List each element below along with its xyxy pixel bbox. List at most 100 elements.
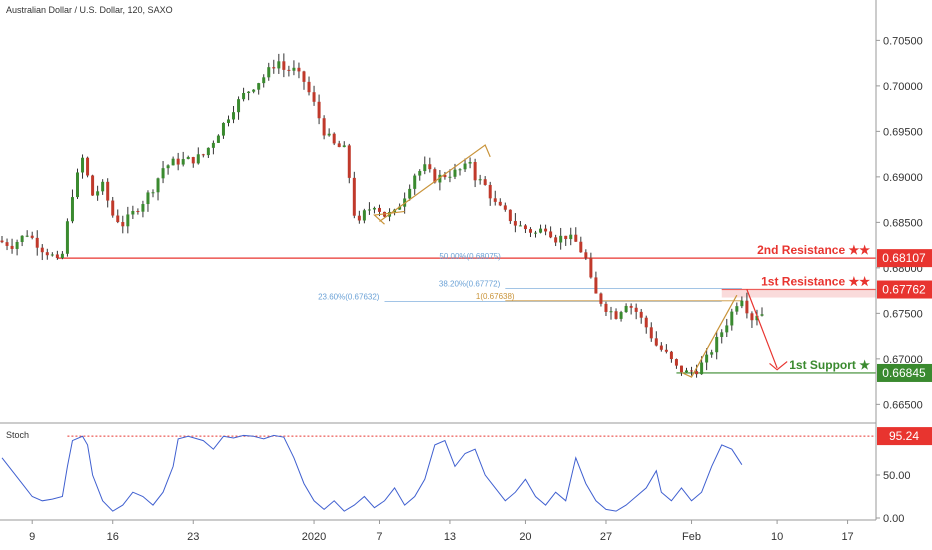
candle-body (604, 303, 608, 312)
candle-body (629, 305, 633, 308)
price-tick-label: 0.66500 (883, 399, 923, 411)
candle-body (10, 245, 14, 249)
level-label: 2nd Resistance ★★ (757, 243, 870, 257)
candle-body (659, 345, 663, 350)
candle-body (237, 99, 241, 113)
pattern-drawings (373, 144, 788, 378)
chart-title: Australian Dollar / U.S. Dollar, 120, SA… (6, 5, 173, 15)
level-label: 1st Resistance ★★ (761, 275, 870, 289)
level-label: 1st Support ★ (789, 358, 870, 372)
time-tick-label: 7 (376, 531, 382, 543)
fib-label: 23.60%(0.67632) (318, 292, 380, 301)
candle-body (624, 305, 628, 313)
stoch-tick-label: 0.00 (883, 513, 904, 525)
candle-body (735, 306, 739, 312)
candle-body (413, 175, 417, 189)
candle-body (262, 77, 266, 84)
price-tick-label: 0.69500 (883, 126, 923, 138)
candle-body (644, 317, 648, 328)
candle-body (226, 119, 230, 123)
time-tick-label: 13 (444, 531, 456, 543)
candle-body (141, 204, 145, 212)
candle-body (750, 313, 754, 321)
candle-body (508, 209, 512, 222)
overbought-badge-label: 95.24 (889, 429, 919, 443)
candle-body (503, 205, 507, 210)
candle-body (342, 145, 346, 148)
candle-body (20, 235, 24, 242)
candle-body (639, 311, 643, 318)
candle-body (35, 237, 39, 248)
candle-body (86, 157, 90, 176)
candle-body (443, 174, 447, 178)
candle-body (287, 69, 291, 71)
candle-body (116, 215, 120, 223)
candle-body (30, 235, 34, 238)
price-tick-label: 0.70000 (883, 81, 923, 93)
resistance-zone (721, 289, 876, 298)
candle-body (740, 300, 744, 307)
candle-body (332, 133, 336, 144)
candle-body (191, 157, 195, 164)
candle-body (564, 235, 568, 240)
candle-body (161, 168, 165, 179)
candle-body (156, 178, 160, 193)
candle-body (679, 365, 683, 373)
candle-body (327, 133, 331, 136)
candle-body (398, 206, 402, 210)
candle-body (483, 179, 487, 185)
candle-body (408, 188, 412, 199)
candle-body (111, 200, 115, 216)
candle-body (292, 67, 296, 71)
candle-body (242, 93, 246, 100)
candle-body (468, 161, 472, 164)
candle-body (317, 101, 321, 119)
candle-body (755, 315, 759, 321)
candle-body (730, 311, 734, 326)
candle-body (171, 158, 175, 166)
candle-body (40, 247, 44, 253)
price-badges: 0.68107 0.67762 0.66845 (877, 249, 932, 382)
time-tick-label: 17 (841, 531, 853, 543)
candle-body (166, 165, 170, 169)
price-axis: 0.705000.700000.695000.690000.685000.680… (876, 35, 923, 411)
candle-body (614, 311, 618, 319)
candle-body (589, 257, 593, 278)
candle-body (151, 192, 155, 194)
candle-body (725, 325, 729, 333)
price-badge (877, 249, 932, 268)
candle-body (106, 181, 110, 201)
candle-body (720, 332, 724, 337)
candle-body (15, 241, 19, 249)
candle-body (352, 177, 356, 216)
candle-body (453, 169, 457, 177)
candle-body (674, 359, 678, 366)
rally-line (681, 294, 738, 378)
candle-body (206, 147, 210, 156)
price-tick-label: 0.70500 (883, 35, 923, 47)
candle-body (181, 159, 185, 165)
time-tick-label: 16 (107, 531, 119, 543)
candle-body (70, 197, 74, 222)
price-tick-label: 0.68500 (883, 217, 923, 229)
candle-body (257, 83, 261, 90)
time-tick-label: Feb (682, 531, 701, 543)
price-badge-label: 0.66845 (882, 366, 926, 380)
candle-body (101, 181, 105, 192)
candle-body (91, 175, 95, 196)
candle-body (700, 362, 704, 375)
price-badge (877, 363, 932, 382)
candle-body (211, 142, 215, 148)
candle-body (549, 231, 553, 238)
stoch-line (1, 434, 743, 512)
candle-body (247, 91, 251, 94)
candle-body (312, 92, 316, 102)
candle-body (75, 172, 79, 198)
candle-body (498, 201, 502, 206)
candle-body (282, 61, 286, 70)
candle-body (377, 207, 381, 212)
candle-body (669, 351, 673, 360)
candle-body (559, 235, 563, 243)
